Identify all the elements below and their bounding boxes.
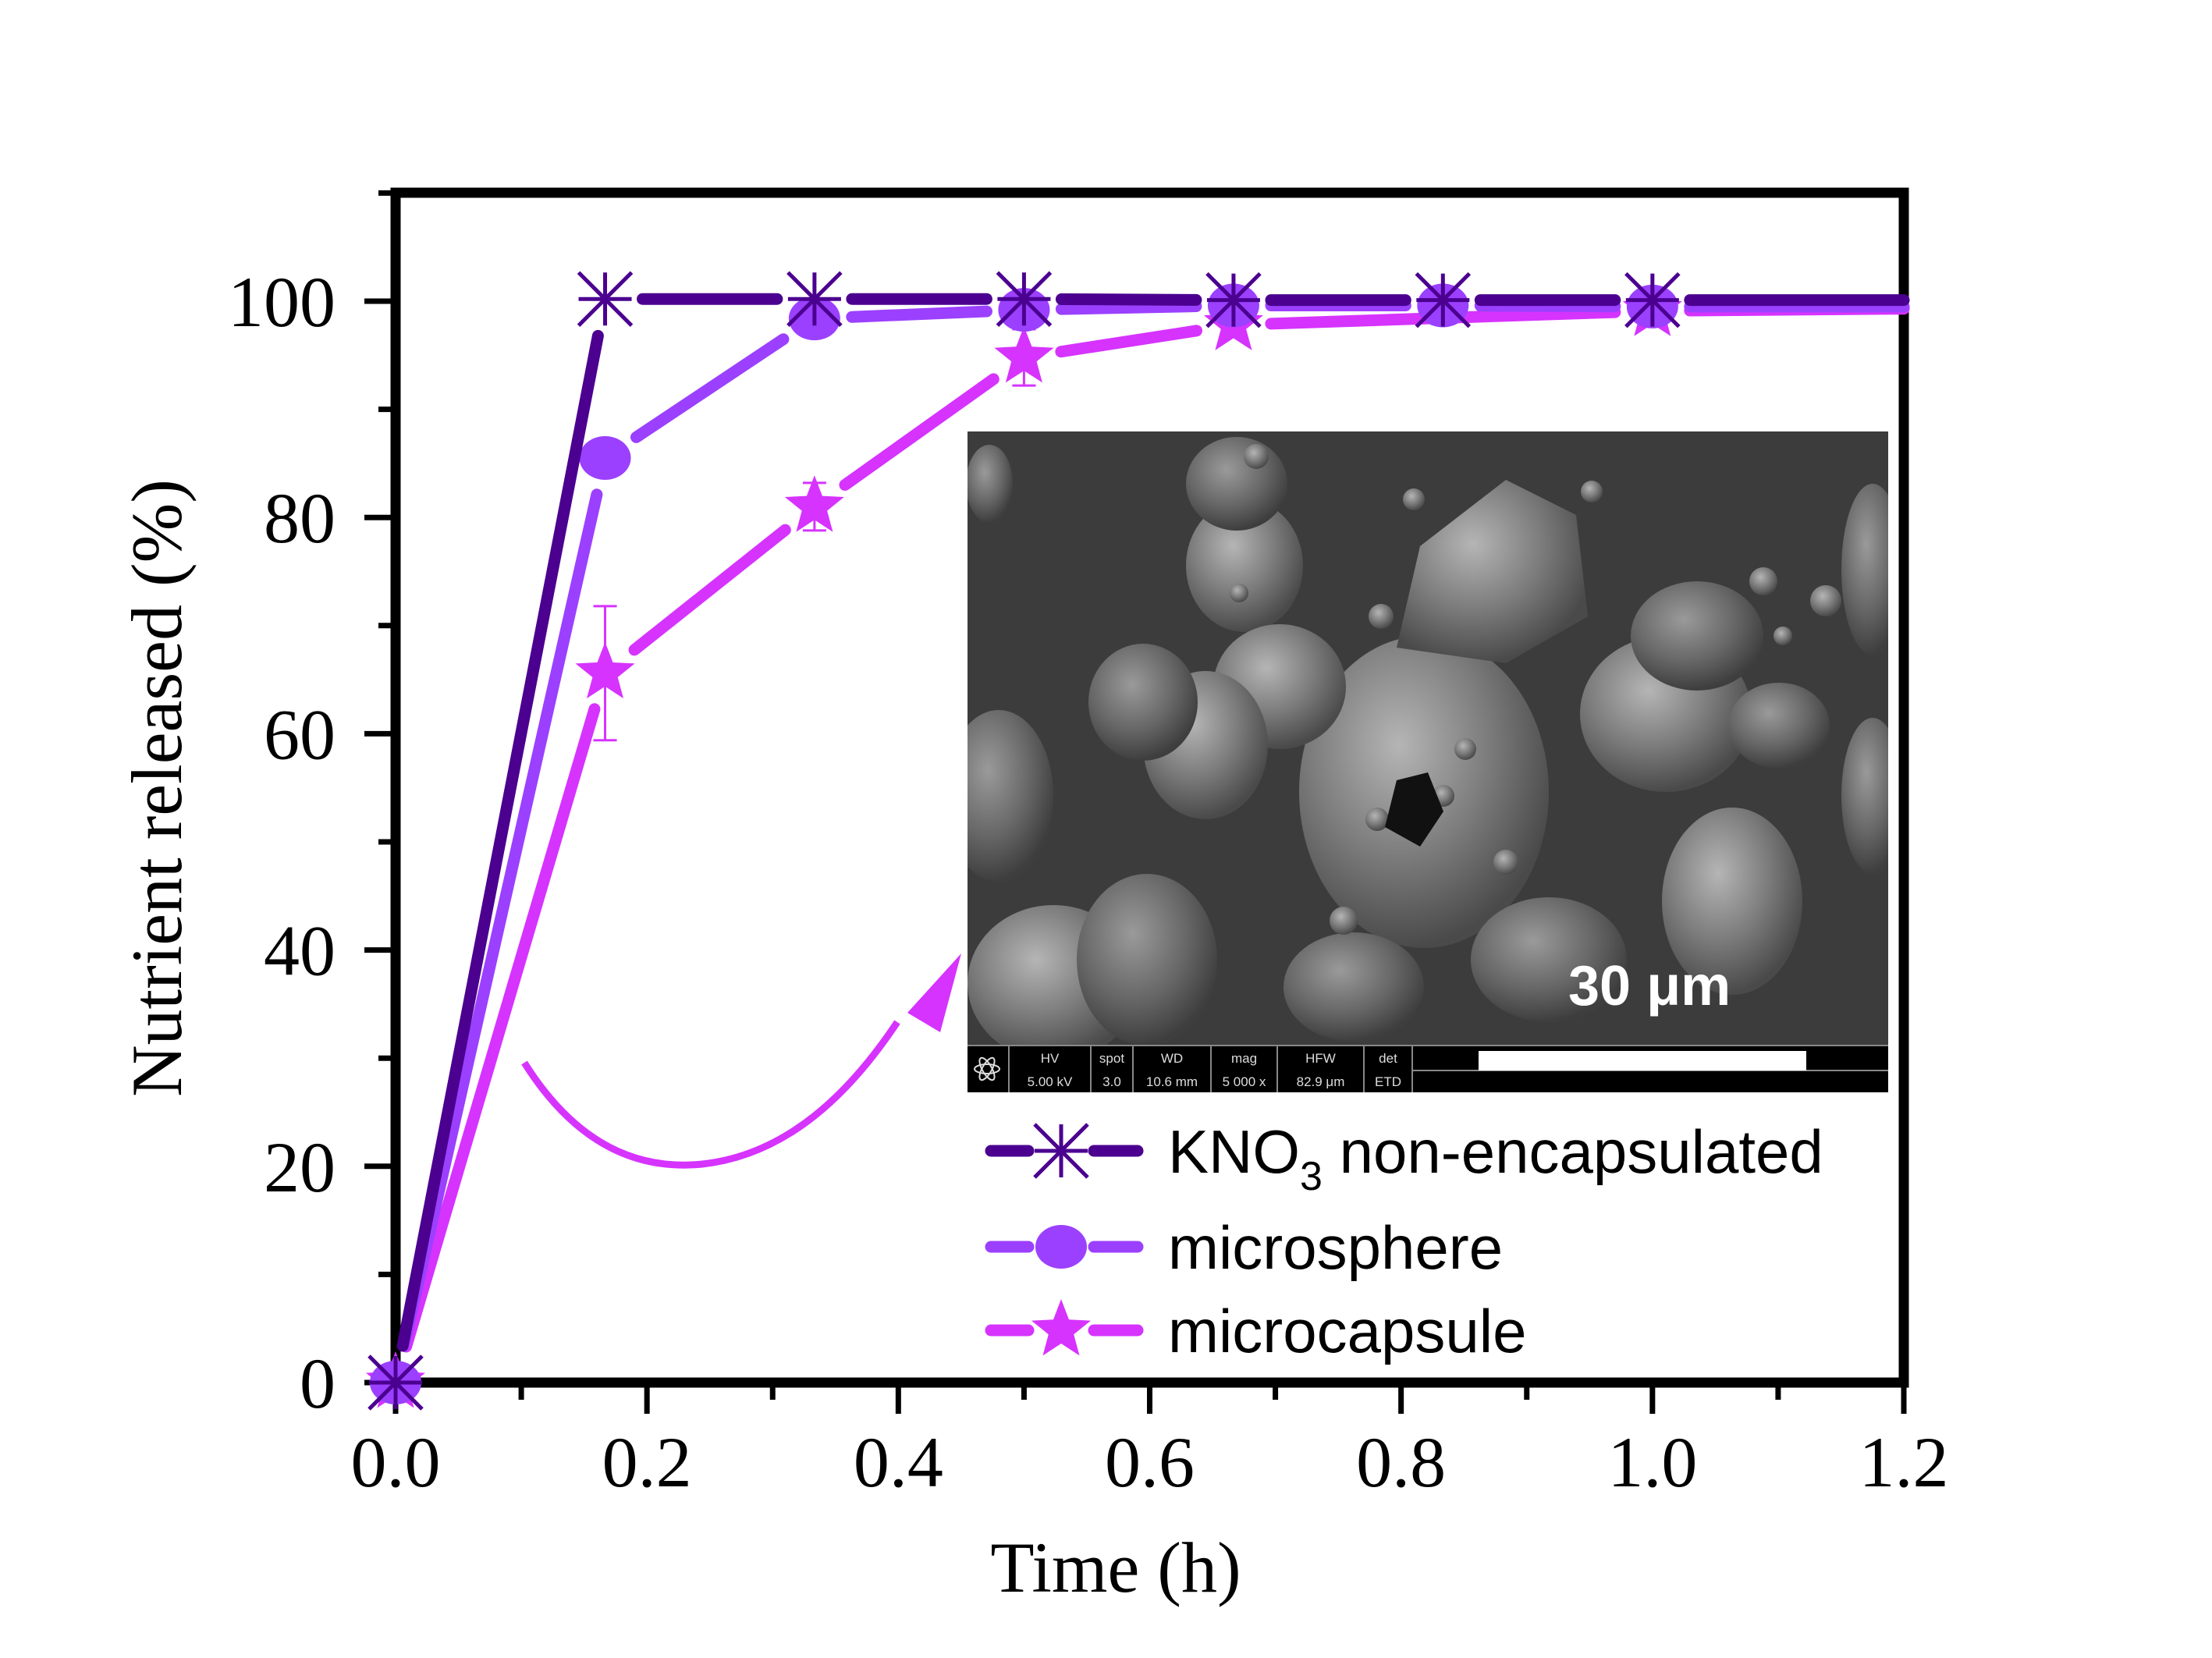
- y-tick-label: 100: [228, 262, 336, 342]
- asterisk-marker: [1205, 272, 1262, 328]
- x-axis: 0.0 0.2 0.4 0.6 0.8 1.0 1.2: [351, 1383, 1949, 1502]
- sem-metadata-bar: HV 5.00 kV spot 3.0 WD 10.6 mm mag 5 000 x HFW 82…: [968, 1045, 1888, 1092]
- circle-marker: [1035, 1225, 1087, 1269]
- sem-meta-header: HFW: [1305, 1051, 1336, 1066]
- y-axis: 0 20 40 60 80 100: [228, 190, 396, 1423]
- x-tick-label: 0.6: [1105, 1422, 1195, 1502]
- legend-label: KNO3 non-encapsulated: [1168, 1117, 1823, 1199]
- x-tick-label: 0.4: [854, 1422, 943, 1502]
- series-layer: [366, 271, 1910, 1411]
- legend-item: microsphere: [985, 1213, 1503, 1282]
- legend-item: KNO3 non-encapsulated: [985, 1117, 1823, 1199]
- sem-scale-bar: [1479, 1051, 1806, 1070]
- sem-scale-label: 30 μm: [1568, 955, 1731, 1017]
- x-tick-label: 0.2: [602, 1422, 692, 1502]
- legend-label: microcapsule: [1168, 1297, 1527, 1365]
- sem-meta-header: mag: [1231, 1051, 1257, 1066]
- asterisk-marker: [367, 1354, 424, 1411]
- x-tick-label: 1.2: [1859, 1422, 1949, 1502]
- y-tick-label: 80: [264, 478, 336, 558]
- sem-meta-header: spot: [1099, 1051, 1124, 1066]
- series-kno3-non-encapsulated: [367, 271, 1910, 1411]
- asterisk-marker: [996, 271, 1053, 327]
- sem-meta-header: HV: [1041, 1051, 1060, 1066]
- sem-meta-value: ETD: [1375, 1074, 1401, 1089]
- x-tick-label: 1.0: [1607, 1422, 1697, 1502]
- asterisk-marker: [786, 271, 843, 327]
- y-tick-label: 60: [264, 694, 336, 774]
- sem-meta-value: 3.0: [1102, 1074, 1121, 1089]
- sem-meta-value: 5.00 kV: [1028, 1074, 1073, 1089]
- legend-item: microcapsule: [985, 1297, 1527, 1365]
- legend-label: microsphere: [1168, 1213, 1503, 1282]
- sem-meta-value: 82.9 μm: [1297, 1074, 1345, 1089]
- asterisk-marker: [1415, 272, 1472, 328]
- asterisk-marker: [577, 271, 634, 327]
- asterisk-marker: [1624, 272, 1681, 328]
- star-marker: [784, 475, 844, 532]
- x-tick-label: 0.0: [351, 1422, 441, 1502]
- legend: KNO3 non-encapsulated microsphere microcap…: [985, 1117, 1823, 1365]
- sem-meta-value: 5 000 x: [1223, 1074, 1266, 1089]
- star-marker: [994, 326, 1054, 383]
- atom-icon: [974, 1056, 1000, 1081]
- sem-meta-header: WD: [1161, 1051, 1183, 1066]
- star-marker: [1031, 1299, 1091, 1356]
- star-marker: [575, 641, 635, 699]
- x-axis-title: Time (h): [990, 1528, 1241, 1607]
- curved-arrow-annotation: [521, 953, 961, 1169]
- asterisk-marker: [1033, 1123, 1089, 1179]
- x-tick-label: 0.8: [1356, 1422, 1446, 1502]
- sem-inset-image: 30 μm HV 5.00 kV spot 3.0 WD 10.6 mm mag 5 000 …: [968, 431, 1888, 1092]
- y-tick-label: 20: [264, 1127, 336, 1207]
- y-tick-label: 0: [300, 1344, 336, 1423]
- sem-meta-value: 10.6 mm: [1146, 1074, 1198, 1089]
- series-microcapsule: [366, 279, 1910, 1408]
- y-axis-title: Nutrient released (%): [117, 479, 197, 1097]
- circle-marker: [579, 435, 631, 480]
- sem-meta-header: det: [1379, 1051, 1397, 1066]
- y-tick-label: 40: [264, 911, 336, 991]
